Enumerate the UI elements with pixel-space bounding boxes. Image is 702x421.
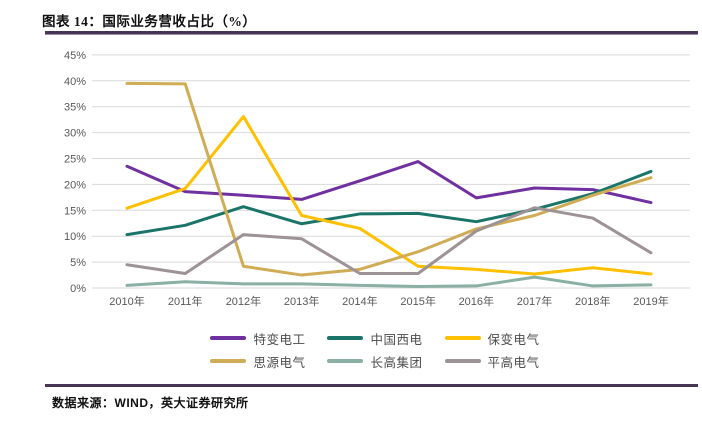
- x-axis-tick-label: 2017年: [517, 294, 552, 308]
- series-line-2: [125, 169, 653, 237]
- legend-row-2: 思源电气 长高集团 平高电气: [199, 351, 550, 371]
- x-axis-tick-label: 2019年: [633, 294, 668, 308]
- legend-line-swatch: [327, 336, 364, 340]
- line-chart: 0% 5% 10% 15% 20% 25% 30% 35% 40% 45% 2010年 2011年 20…: [64, 50, 690, 308]
- legend-item-3: 保变电气: [444, 328, 540, 348]
- series-line-5: [125, 275, 653, 288]
- legend-label: 保变电气: [487, 332, 540, 347]
- y-axis-tick-label: 20%: [64, 179, 86, 191]
- legend-item-2: 中国西电: [327, 328, 422, 348]
- legend-item-1: 特变电工: [210, 328, 305, 348]
- y-axis-tick-label: 5%: [70, 257, 86, 269]
- y-axis-tick-label: 25%: [64, 154, 86, 166]
- legend-label: 长高集团: [370, 355, 423, 370]
- chart-title: 图表 14：国际业务营收占比（%）: [42, 14, 257, 29]
- x-axis-tick-label: 2012年: [226, 294, 261, 308]
- legend-line-swatch: [444, 336, 481, 340]
- legend-label: 特变电工: [253, 332, 306, 347]
- y-axis-tick-label: 35%: [64, 102, 86, 114]
- y-axis-tick-label: 10%: [64, 231, 86, 243]
- chart-legend: 特变电工 中国西电 保变电气 思源电气 长高集团 平高电气: [60, 328, 690, 371]
- series-line-3: [125, 115, 653, 276]
- legend-item-6: 平高电气: [444, 351, 540, 371]
- y-axis-tick-label: 15%: [64, 205, 86, 217]
- data-source-text: 数据来源：WIND，英大证券研究所: [52, 396, 249, 410]
- x-axis-tick-label: 2018年: [575, 294, 610, 308]
- series-line-4: [125, 81, 653, 277]
- legend-item-5: 长高集团: [327, 351, 422, 371]
- legend-label: 思源电气: [253, 355, 306, 370]
- x-axis-tick-label: 2011年: [168, 294, 203, 308]
- footer-divider-rule: [45, 384, 698, 387]
- legend-line-swatch: [327, 359, 364, 363]
- x-axis-tick-label: 2013年: [284, 294, 319, 308]
- x-axis-tick-label: 2016年: [459, 294, 494, 308]
- legend-label: 平高电气: [487, 355, 540, 370]
- x-axis-tick-label: 2014年: [342, 294, 377, 308]
- x-axis-tick-label: 2015年: [400, 294, 435, 308]
- legend-label: 中国西电: [370, 332, 423, 347]
- international-revenue-share-chart: 0% 5% 10% 15% 20% 25% 30% 35% 40% 45% 2010年 2011年 20…: [64, 50, 690, 308]
- series-line-1: [125, 160, 653, 205]
- y-axis-tick-label: 45%: [64, 50, 86, 62]
- y-axis-tick-label: 0%: [70, 283, 86, 295]
- x-axis-tick-label: 2010年: [109, 294, 144, 308]
- legend-line-swatch: [210, 359, 247, 363]
- y-axis-tick-label: 40%: [64, 76, 86, 88]
- series-line-6: [125, 206, 653, 275]
- legend-row-1: 特变电工 中国西电 保变电气: [199, 328, 550, 348]
- legend-item-4: 思源电气: [210, 351, 305, 371]
- legend-line-swatch: [210, 336, 247, 340]
- title-divider-rule: [45, 31, 698, 35]
- legend-line-swatch: [444, 359, 481, 363]
- y-axis-tick-label: 30%: [64, 128, 86, 140]
